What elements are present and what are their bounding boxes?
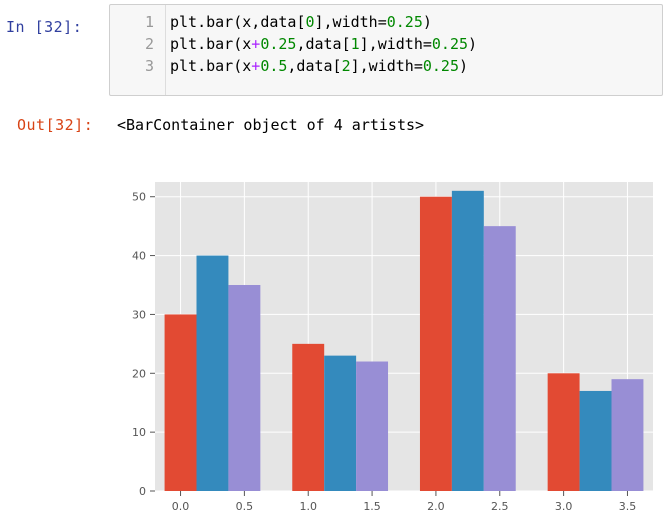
- code-token: 0.25: [422, 57, 459, 75]
- code-token: ): [459, 57, 469, 75]
- output-text: <BarContainer object of 4 artists>: [117, 116, 425, 134]
- bar-series-3: [483, 226, 516, 491]
- line-number-gutter: [110, 5, 166, 95]
- code-token: [: [296, 13, 306, 31]
- bar-series-1: [547, 373, 580, 491]
- code-token: 0: [305, 13, 315, 31]
- bar-series-2: [579, 390, 612, 491]
- y-tick-label: 50: [132, 191, 146, 204]
- code-token: (: [233, 57, 243, 75]
- code-line: 1 plt.bar(x,data[0],width=0.25): [110, 11, 660, 33]
- code-line: 2 plt.bar(x+0.25,data[1],width=0.25): [110, 33, 660, 55]
- code-token: bar: [206, 13, 234, 31]
- x-tick-label: 3.0: [555, 500, 573, 513]
- bar-series-3: [611, 379, 644, 491]
- code-token: ,data[: [296, 35, 351, 53]
- line-number: 1: [144, 13, 154, 31]
- x-tick-label: 2.0: [427, 500, 445, 513]
- code-token: 2: [341, 57, 351, 75]
- code-token: (: [233, 13, 243, 31]
- code-token: ): [468, 35, 478, 53]
- x-tick-label: 3.5: [619, 500, 637, 513]
- code-token: 0.25: [386, 13, 423, 31]
- code-token: plt.: [170, 13, 207, 31]
- y-tick-label: 30: [132, 308, 146, 321]
- x-tick-label: 1.5: [363, 500, 381, 513]
- y-tick-label: 40: [132, 250, 146, 263]
- bar-chart-svg: 0 10 20 30 40 50 0.0 0.5 1.0 1.5 2.0 2.5 3.0 3.5: [132, 182, 653, 513]
- line-number: 3: [144, 57, 154, 75]
- x-tick-label: 1.0: [299, 500, 317, 513]
- code-token: ],width=: [314, 13, 387, 31]
- x-tick-label: 0.0: [172, 500, 190, 513]
- code-token: ,data[: [287, 57, 342, 75]
- code-token: x: [242, 35, 252, 53]
- x-tick-label: 0.5: [236, 500, 254, 513]
- line-number: 2: [144, 35, 154, 53]
- code-token: plt.: [170, 57, 207, 75]
- y-tick-label: 0: [139, 485, 146, 498]
- bar-chart: 0 10 20 30 40 50 0.0 0.5 1.0 1.5 2.0 2.5 3.0 3.5: [100, 160, 665, 522]
- code-token: +: [251, 35, 261, 53]
- code-token: ],width=: [350, 57, 423, 75]
- code-token: 1: [350, 35, 360, 53]
- code-token: 0.25: [260, 35, 297, 53]
- y-tick-label: 20: [132, 367, 146, 380]
- code-token: data: [260, 13, 297, 31]
- code-token: x: [242, 57, 252, 75]
- code-token: ],width=: [359, 35, 432, 53]
- y-tick-label: 10: [132, 426, 146, 439]
- bar-series-2: [196, 255, 229, 491]
- code-text: plt.bar(x+0.25,data[1],width=0.25): [170, 33, 477, 55]
- bar-series-3: [356, 361, 389, 491]
- output-prompt: Out[32]:: [17, 116, 94, 134]
- code-token: bar: [206, 57, 234, 75]
- code-input-area[interactable]: 1 plt.bar(x,data[0],width=0.25) 2 plt.bar(x…: [109, 4, 663, 96]
- code-text: plt.bar(x+0.5,data[2],width=0.25): [170, 55, 468, 77]
- code-token: bar: [206, 35, 234, 53]
- bar-series-2: [324, 355, 357, 491]
- code-token: x,: [242, 13, 261, 31]
- bar-series-2: [451, 190, 484, 492]
- input-prompt: In [32]:: [6, 18, 83, 36]
- x-tick-label: 2.5: [491, 500, 509, 513]
- code-token: plt.: [170, 35, 207, 53]
- code-token: 0.5: [260, 57, 288, 75]
- code-line: 3 plt.bar(x+0.5,data[2],width=0.25): [110, 55, 660, 77]
- code-token: 0.25: [431, 35, 469, 53]
- bar-series-1: [164, 314, 197, 491]
- bar-series-1: [419, 196, 452, 491]
- code-token: +: [251, 57, 261, 75]
- code-text: plt.bar(x,data[0],width=0.25): [170, 11, 432, 33]
- code-token: (: [233, 35, 243, 53]
- bar-series-1: [292, 343, 325, 491]
- bar-series-3: [228, 285, 261, 491]
- code-token: ): [422, 13, 432, 31]
